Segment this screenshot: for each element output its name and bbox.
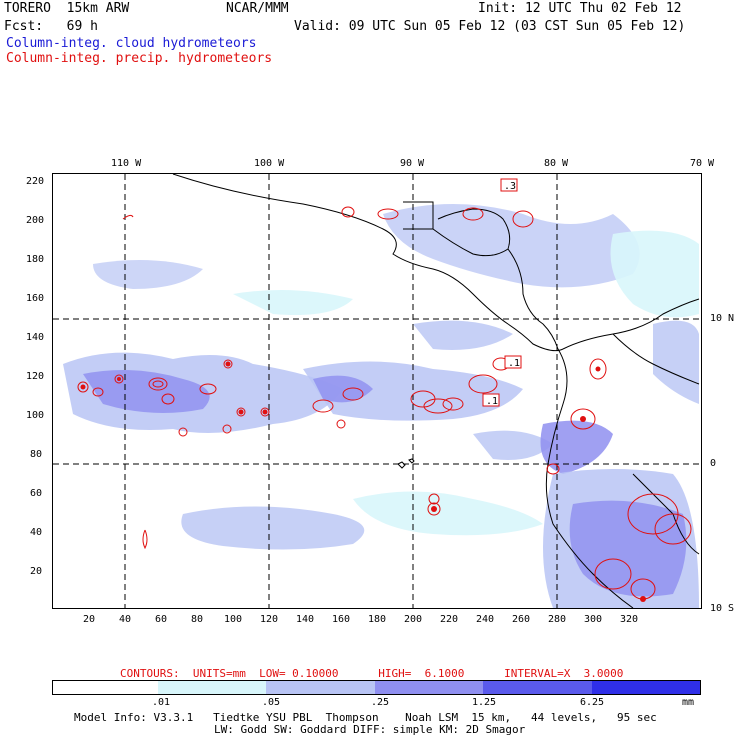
contour-label: .1	[508, 358, 520, 369]
x-tick: 240	[476, 614, 495, 625]
x-tick: 300	[584, 614, 603, 625]
y-tick: 80	[30, 449, 43, 460]
x-tick: 260	[512, 614, 531, 625]
colorbar-segment	[52, 680, 159, 695]
lon-label: 110 W	[111, 158, 142, 169]
lon-label: 80 W	[544, 158, 569, 169]
y-tick: 40	[30, 527, 43, 538]
y-tick: 100	[26, 410, 45, 421]
lat-label: 10 S	[710, 603, 735, 614]
colorbar-segment	[483, 680, 592, 695]
y-tick: 20	[30, 566, 43, 577]
contour-label: .1	[486, 396, 498, 407]
lat-label: 10 N	[710, 313, 735, 324]
colorbar-label: 6.25	[580, 697, 605, 708]
contour-label: .3	[504, 181, 516, 192]
x-tick: 200	[404, 614, 423, 625]
y-tick: 180	[26, 254, 45, 265]
model-title: TORERO 15km ARW	[4, 1, 130, 16]
contour-label-boxes	[482, 178, 522, 407]
model-info: Model Info: V3.3.1 Tiedtke YSU PBL Thomp…	[74, 711, 657, 724]
coastlines	[172, 174, 700, 608]
lat-lon-grid	[53, 174, 701, 608]
y-tick: 140	[26, 332, 45, 343]
precip-cores	[80, 361, 646, 602]
y-tick: 200	[26, 215, 45, 226]
x-tick: 20	[83, 614, 96, 625]
x-tick: 120	[260, 614, 279, 625]
precip-legend: Column-integ. precip. hydrometeors	[6, 51, 273, 66]
lon-label: 100 W	[254, 158, 285, 169]
valid-time: Valid: 09 UTC Sun 05 Feb 12 (03 CST Sun …	[294, 19, 686, 34]
init-time: Init: 12 UTC Thu 02 Feb 12	[478, 1, 682, 16]
colorbar-label: 1.25	[472, 697, 497, 708]
y-tick: 160	[26, 293, 45, 304]
cloud-shading	[63, 204, 699, 608]
x-tick: 220	[440, 614, 459, 625]
x-tick: 40	[119, 614, 132, 625]
y-tick: 60	[30, 488, 43, 499]
organization: NCAR/MMM	[226, 1, 289, 16]
colorbar-label: .05	[262, 697, 281, 708]
y-tick: 120	[26, 371, 45, 382]
cloud-legend: Column-integ. cloud hydrometeors	[6, 36, 257, 51]
lon-label: 70 W	[690, 158, 715, 169]
x-tick: 80	[191, 614, 204, 625]
lat-label: 0	[710, 458, 717, 469]
x-tick: 140	[296, 614, 315, 625]
x-tick: 160	[332, 614, 351, 625]
colorbar-segment	[375, 680, 483, 695]
colorbar-label: .01	[152, 697, 171, 708]
map-canvas: .3 .1 .1	[53, 174, 701, 608]
colorbar-segment	[266, 680, 375, 695]
x-tick: 60	[155, 614, 168, 625]
contours-info: CONTOURS: UNITS=mm LOW= 0.10000 HIGH= 6.…	[120, 667, 624, 680]
x-tick: 100	[224, 614, 243, 625]
colorbar-label: .25	[371, 697, 390, 708]
forecast-hour: Fcst: 69 h	[4, 19, 98, 34]
precip-contours	[77, 206, 692, 600]
map-panel: .3 .1 .1	[52, 173, 702, 609]
colorbar-units: mm	[682, 697, 695, 708]
physics-info: LW: Godd SW: Goddard DIFF: simple KM: 2D…	[214, 723, 526, 736]
lon-label: 90 W	[400, 158, 425, 169]
x-tick: 280	[548, 614, 567, 625]
colorbar-segment	[158, 680, 266, 695]
colorbar-segment	[592, 680, 701, 695]
x-tick: 180	[368, 614, 387, 625]
y-tick: 220	[26, 176, 45, 187]
x-tick: 320	[620, 614, 639, 625]
